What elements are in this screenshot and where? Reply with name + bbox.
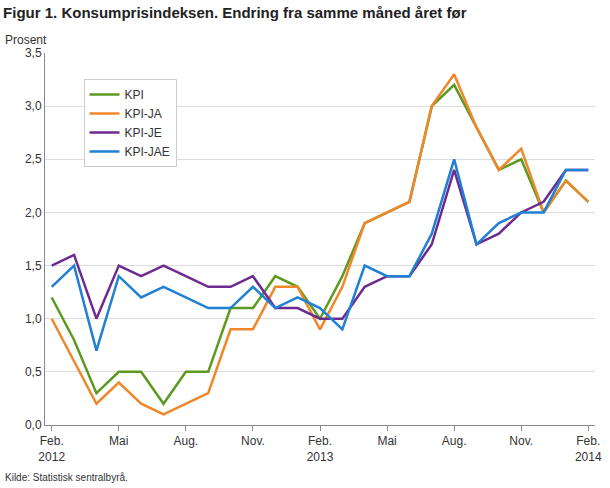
svg-text:Nov.: Nov. xyxy=(241,434,265,448)
svg-text:Feb.2012: Feb.2012 xyxy=(38,434,65,464)
svg-text:0,0: 0,0 xyxy=(25,418,42,432)
svg-text:1,5: 1,5 xyxy=(25,259,42,273)
svg-text:1,0: 1,0 xyxy=(25,312,42,326)
svg-text:3,0: 3,0 xyxy=(25,99,42,113)
svg-text:Mai: Mai xyxy=(109,434,128,448)
svg-text:Feb.2014: Feb.2014 xyxy=(575,434,602,464)
svg-text:2,0: 2,0 xyxy=(25,206,42,220)
svg-text:Prosent: Prosent xyxy=(5,33,47,47)
svg-text:Kilde: Statistisk sentralbyrå.: Kilde: Statistisk sentralbyrå. xyxy=(5,472,128,483)
svg-text:3,5: 3,5 xyxy=(25,46,42,60)
svg-text:KPI-JE: KPI-JE xyxy=(125,126,162,140)
svg-text:KPI-JAE: KPI-JAE xyxy=(125,145,170,159)
svg-text:Feb.2013: Feb.2013 xyxy=(307,434,334,464)
svg-text:Aug.: Aug. xyxy=(174,434,199,448)
svg-text:Nov.: Nov. xyxy=(509,434,533,448)
svg-text:KPI: KPI xyxy=(125,88,144,102)
svg-text:0,5: 0,5 xyxy=(25,365,42,379)
svg-text:2,5: 2,5 xyxy=(25,152,42,166)
svg-text:Aug.: Aug. xyxy=(442,434,467,448)
svg-text:Figur 1. Konsumprisindeksen. E: Figur 1. Konsumprisindeksen. Endring fra… xyxy=(3,4,467,21)
svg-text:Mai: Mai xyxy=(377,434,396,448)
svg-text:KPI-JA: KPI-JA xyxy=(125,107,162,121)
